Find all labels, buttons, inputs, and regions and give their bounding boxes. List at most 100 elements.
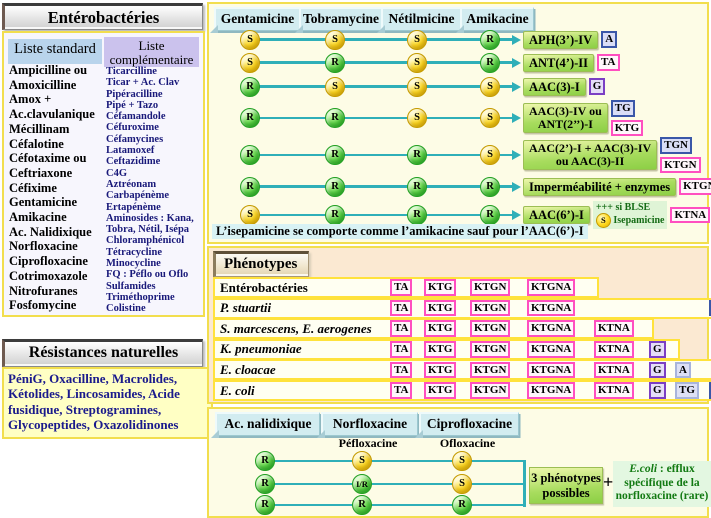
antibiotic-standard-item: Cotrimoxazole: [9, 268, 88, 283]
sr-circle: S: [407, 76, 427, 97]
liste-standard-items: Ampicilline ou Amoxicilline Amox + Ac.clavu…: [9, 63, 105, 313]
badge-slot: KTGNA: [527, 320, 594, 337]
fq-column-header: Ac. nalidixique: [211, 412, 320, 438]
badge-slot: TG: [675, 382, 709, 399]
phenotype-badge: KTNA: [670, 206, 711, 224]
phenotype-table-row: Entérobactéries TA KTG KTGN KTGNA: [213, 277, 599, 298]
phenotype-badge: KTGN: [470, 341, 511, 358]
amino-label-area: APH(3’)-IV A: [523, 28, 706, 51]
badge-slot: TA: [390, 320, 424, 337]
phenotype-badge: KTG: [424, 341, 457, 358]
sr-circle: S: [407, 52, 427, 73]
phenotype-badge: KTGN: [470, 361, 511, 379]
antibiotic-standard-item: Ciprofloxacine: [9, 254, 88, 269]
antibiotic-standard-item: Céfalotine: [9, 136, 64, 151]
sr-circle: R: [325, 145, 345, 165]
arrow-icon: [512, 81, 521, 92]
amino-column-header: Gentamicine: [210, 7, 300, 33]
antibiotic-standard-item: Ac. Nalidixique: [9, 224, 92, 239]
sr-circle: R: [352, 495, 372, 515]
antibiotic-complementary-item: Céfamycines: [106, 133, 164, 145]
phenotype-badge: A: [675, 361, 691, 379]
antibiotic-complementary-item: Céfuroxime: [106, 122, 159, 134]
connector-line: [265, 482, 524, 486]
ecoli-efflux-note: E.coli : efflux spécifique de la norflox…: [613, 461, 711, 507]
phenotype-badge: TGN: [709, 382, 711, 399]
connector-line: [247, 61, 513, 64]
phenotype-table-row: P. stuartii TA KTG KTGN KTGNA TGN: [213, 297, 711, 319]
badge-slot: G: [649, 341, 675, 358]
sr-circle: R: [255, 495, 275, 515]
badge-slot: KTGNA: [527, 361, 594, 379]
liste-complementaire-header: Liste complémentaire: [104, 37, 199, 67]
badge-slot: KTG: [424, 299, 470, 317]
sr-circle: S: [480, 76, 500, 97]
badge-column: TGN KTGN: [660, 137, 701, 173]
amino-row: R R S S AAC(3)-IV ou ANT(2’’)-I TG KTG: [209, 99, 707, 137]
natural-resistances-text: PéniG, Oxacilline, Macrolides, Kétolides…: [2, 367, 213, 439]
phenotype-badge: KTGN: [470, 299, 511, 317]
sr-circle: R: [240, 176, 260, 197]
bracket-line: [523, 460, 526, 507]
badge-slot: KTG: [424, 361, 470, 379]
fq-column-header: Norfloxacine: [317, 412, 418, 438]
badge-slot: TA: [390, 361, 424, 379]
phenotype-badge: A: [601, 31, 618, 48]
sr-circle: R: [240, 145, 260, 165]
amino-row: S R S R ANT(4’)-II TA: [209, 51, 707, 74]
amino-label-area: AAC(6’)-I +++ si BLSE S Isepamicine KTNA: [523, 200, 711, 230]
badge-slot: TA: [390, 279, 424, 296]
liste-standard-header: Liste standard: [8, 39, 102, 64]
antibiotic-standard-item: Ceftriaxone: [9, 165, 73, 180]
sr-circle: S: [240, 52, 260, 73]
phenotype-badge: TA: [390, 382, 413, 399]
phenotype-badge: KTGNA: [527, 320, 576, 337]
antibiotic-standard-item: Ampicilline ou: [9, 63, 88, 77]
amino-row: S S S R APH(3’)-IV A: [209, 28, 707, 51]
sr-circle: R: [407, 145, 427, 165]
sr-circle: R: [240, 76, 260, 97]
phenotype-badge: G: [588, 78, 606, 95]
phenotype-table-row: E. cloacae TA KTG KTGN KTGNA KTNA G A: [213, 359, 711, 381]
enzyme-label: APH(3’)-IV: [523, 30, 599, 49]
phenotype-badge: TA: [390, 320, 413, 337]
phenotype-table-row: S. marcescens, E. aerogenes TA KTG KTGN KTGN…: [213, 318, 654, 340]
sr-circle: S: [325, 76, 345, 97]
natural-resistances-title: Résistances naturelles: [2, 339, 203, 367]
enzyme-label: Imperméabilité + enzymes: [523, 177, 677, 196]
sr-circle: R: [407, 205, 427, 225]
antibiotic-complementary-item: Pipéracilline: [106, 88, 163, 100]
sr-circle: R: [255, 474, 275, 494]
phenotype-badge: TA: [597, 54, 620, 71]
antibiotic-complementary-item: Chloramphénicol: [106, 235, 185, 247]
antibiotic-standard-item: Fosfomycine: [9, 298, 77, 313]
fq-row: R I/R S: [209, 474, 707, 494]
blse-note: +++ si BLSE S Isepamicine: [592, 201, 668, 229]
fq-column-header: Ciprofloxacine: [415, 412, 519, 438]
antibiotic-complementary-item: Carbapénème: [106, 190, 169, 202]
sr-circle: R: [325, 52, 345, 73]
badge-slot: KTGN: [470, 299, 527, 317]
badge-slot: G: [649, 361, 675, 379]
species-name: S. marcescens, E. aerogenes: [220, 320, 372, 336]
enzyme-label: AAC(3)-I: [523, 77, 586, 96]
badge-slot: KTG: [424, 382, 470, 399]
phenotype-badge: KTGNA: [527, 382, 576, 399]
phenotype-badge: KTG: [610, 119, 644, 136]
badge-slot: KTNA: [594, 382, 649, 399]
amino-row: R R R R Imperméabilité + enzymesKTGNA: [209, 173, 711, 200]
sr-circle: I/R: [352, 474, 372, 494]
antibiotic-complementary-item: FQ : Péflo ou Oflo: [106, 269, 189, 281]
antibiotic-complementary-item: Ticar + Ac. Clav: [106, 77, 180, 89]
antibiotic-complementary-item: Ticarcilline: [106, 66, 157, 77]
sr-circle: S: [452, 451, 472, 471]
ecoli-species: E.coli: [629, 463, 658, 475]
arrow-icon: [512, 210, 521, 220]
sr-circle: S: [240, 205, 260, 225]
phenotype-badge: TA: [390, 361, 413, 379]
amino-label-area: AAC(3)-I G: [523, 74, 706, 99]
sr-circle: S: [480, 108, 500, 128]
antibiotic-complementary-item: Tétracycline: [106, 246, 162, 258]
antibiotic-lists-panel: Liste standard Liste complémentaire Ampi…: [2, 31, 205, 317]
badge-slot: A: [675, 361, 709, 379]
